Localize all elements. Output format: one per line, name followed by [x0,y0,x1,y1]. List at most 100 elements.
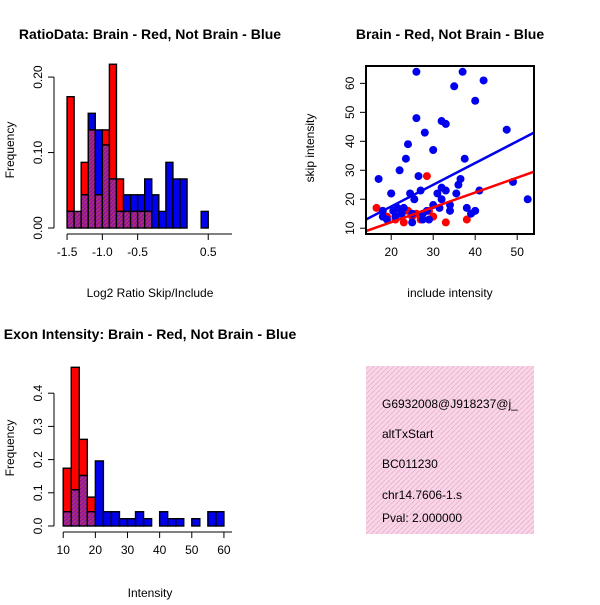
brain-point [399,218,408,227]
not-brain-point [412,114,421,123]
not-brain-point [391,212,400,221]
not-brain-point [462,203,471,212]
x-tick-label: 20 [385,245,399,259]
not-brain-point [458,67,467,76]
x-tick-label: 20 [89,543,103,557]
accession: BC011230 [382,457,438,471]
overlap-bar [62,511,72,527]
overlap-bar [73,210,82,229]
not-brain-point [387,189,396,198]
overlap-bar [66,210,75,229]
x-tick-label: 60 [217,543,231,557]
ratio-histogram-title: RatioData: Brain - Red, Not Brain - Blue [19,26,281,42]
y-tick-label: 30 [343,163,357,177]
overlap-bar [94,194,104,229]
overlap-bar [80,194,89,229]
not-brain-point [414,172,423,181]
intensity-scatter-ylabel: skip intensity [303,114,317,183]
intensity-scatter-axes: 10 20 30 40 50 60 20 30 40 50 [343,65,535,259]
not-brain-point [404,140,412,149]
not-brain-bar [191,517,201,527]
overlap-bar [122,210,132,229]
brain-bar [115,178,125,213]
intensity-scatter-title: Brain - Red, Not Brain - Blue [356,26,544,42]
not-brain-point [441,186,450,195]
not-brain-bar [207,511,217,527]
not-brain-fit-line [365,131,535,221]
info-panel-background [366,366,534,534]
not-brain-bar [110,511,121,527]
y-tick-label: 20 [343,192,357,206]
intensity-scatter-marks [365,67,535,233]
y-tick-label: 0.10 [31,141,45,165]
ratio-histogram-ylabel: Frequency [3,122,17,179]
intensity-scatter-ylabel-group: skip intensity [303,114,317,183]
overlap-bar [86,511,97,527]
overlap-bar [101,144,111,229]
not-brain-bar [94,129,104,196]
event-info-panel: G6932008@J918237@j_ altTxStart BC011230 … [366,366,534,534]
overlap-bar [144,210,153,229]
y-tick-label: 0.20 [31,65,45,89]
intensity-scatter-xlabel: include intensity [407,286,492,300]
not-brain-bar [118,517,129,527]
overlap-bar [87,129,96,229]
not-brain-point [479,76,488,85]
x-tick-label: -1.0 [92,245,113,259]
not-brain-bar [166,517,177,527]
brain-bar [66,96,75,213]
x-tick-label: 50 [511,245,525,259]
not-brain-bar [102,511,113,527]
overlap-bar [70,489,80,527]
not-brain-point [502,125,511,134]
not-brain-point [471,96,480,105]
not-brain-point [408,218,417,227]
event-type: altTxStart [382,427,434,441]
ratio-histogram-ylabel-group: Frequency [3,122,17,179]
not-brain-point [418,215,427,224]
not-brain-bar [151,194,160,229]
ratio-histogram: RatioData: Brain - Red, Not Brain - Blue… [3,26,281,300]
not-brain-point [450,82,459,91]
not-brain-point [456,174,465,183]
not-brain-point [399,203,408,212]
x-tick-label: 30 [121,543,135,557]
brain-point [422,172,431,181]
brain-bar [101,129,111,146]
not-brain-bar [87,112,96,131]
exon-intensity-histogram-bars [62,366,225,527]
not-brain-point [383,215,391,224]
exon-intensity-histogram-title: Exon Intensity: Brain - Red, Not Brain -… [4,326,297,342]
pval: Pval: 2.000000 [382,511,462,525]
not-brain-point [446,206,454,215]
y-tick-label: 0.3 [31,418,45,435]
not-brain-bar [172,178,181,229]
not-brain-point [420,128,429,137]
x-tick-label: 40 [153,543,167,557]
not-brain-bar [142,517,153,527]
not-brain-point [410,195,419,204]
not-brain-point [437,195,446,204]
overlap-bar [115,210,125,229]
overlap-bar [129,210,139,229]
not-brain-point [452,189,461,198]
y-tick-label: 0.4 [31,385,45,402]
exon-intensity-histogram: Exon Intensity: Brain - Red, Not Brain -… [3,326,296,600]
event-id: G6932008@J918237@j_ [382,397,518,411]
brain-fit-line [365,170,535,233]
x-tick-label: 0.5 [200,245,217,259]
x-tick-label: 50 [185,543,199,557]
y-tick-label: 60 [343,76,357,90]
overlap-bar [78,474,89,527]
not-brain-bar [165,161,174,229]
brain-bar [70,366,80,491]
not-brain-point [441,119,450,128]
not-brain-bar [94,460,105,527]
brain-bar [108,63,118,180]
y-tick-label: 50 [343,105,357,119]
y-tick-label: 0.1 [31,484,45,501]
intensity-scatter: Brain - Red, Not Brain - Blue skip inten… [303,26,544,300]
not-brain-point [429,146,438,154]
not-brain-point [425,215,433,224]
not-brain-point [460,154,469,163]
